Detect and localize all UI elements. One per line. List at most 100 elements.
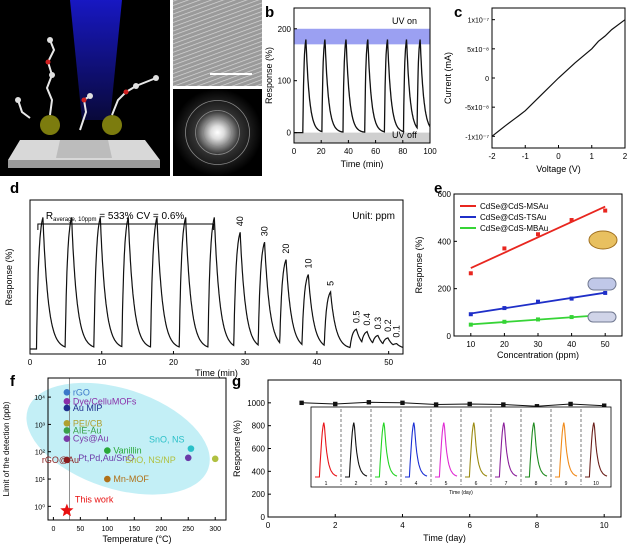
stability-point: [366, 400, 372, 405]
b-xtick-label: 80: [398, 147, 407, 156]
uv-off-band: [294, 132, 430, 143]
d-xtick-label: 50: [384, 358, 393, 367]
c-xtick-label: -1: [522, 152, 530, 161]
tem-image: [173, 0, 262, 86]
stability-point: [333, 401, 338, 407]
peak-label: 40: [235, 216, 245, 226]
c-ytick-label: -5x10⁻⁸: [465, 105, 489, 112]
inset-trace: [525, 422, 548, 478]
g-ylabel: Response (%): [232, 420, 242, 477]
stability-line: [301, 401, 605, 407]
stability-point: [433, 402, 439, 407]
stability-point: [501, 402, 506, 407]
legend-label-2: CdSe@CdS-MBAu: [480, 224, 548, 233]
f-xtick-label: 250: [182, 526, 194, 533]
data-point-2: [468, 322, 473, 327]
inset-xtick-label: 5: [445, 481, 448, 487]
data-point-0: [569, 218, 574, 223]
chart-b: 0 20 40 60 80 100 0 100 200 Time (min) Response (%…: [264, 7, 437, 169]
d-xtick-label: 30: [241, 358, 250, 367]
point-label: Vanillin: [113, 446, 141, 456]
data-point-2: [569, 315, 574, 320]
this-work-star: [60, 503, 74, 517]
data-point-0: [536, 232, 540, 237]
data-point: [63, 456, 71, 464]
d-xlabel: Time (min): [195, 368, 238, 378]
g-ytick-label: 200: [252, 490, 266, 499]
g-ytick-label: 400: [252, 467, 266, 476]
e-ytick-label: 0: [447, 332, 452, 341]
data-point: [63, 427, 71, 434]
c-xlabel: Voltage (V): [536, 164, 581, 174]
average-bracket: [37, 223, 215, 230]
g-xtick-label: 2: [333, 521, 338, 530]
panel-label-b: b: [265, 4, 275, 21]
inset-trace: [405, 422, 428, 478]
point-label: Pt,Pd,Au/SnO: [78, 453, 134, 463]
g-xtick-label: 8: [535, 521, 540, 530]
data-point: [104, 447, 111, 454]
peak-label: 20: [281, 244, 291, 254]
f-ylabel: Limit of the detection (ppb): [2, 401, 11, 496]
g-xtick-label: 10: [600, 521, 609, 530]
f-ytick-label: 10¹: [35, 477, 46, 484]
peak-label: 5: [326, 281, 336, 286]
inset-xlabel: Time (day): [449, 490, 473, 496]
e-ylabel: Response (%): [414, 236, 424, 293]
stability-point: [299, 400, 304, 406]
ms-au-illustration: [588, 230, 618, 250]
panel-label-c: c: [454, 4, 463, 21]
f-xtick-label: 0: [51, 526, 55, 533]
f-ytick-label: 10³: [35, 422, 46, 429]
c-ytick-label: 0: [485, 76, 489, 83]
f-xtick-label: 50: [76, 526, 84, 533]
f-ytick-label: 10⁴: [34, 395, 45, 402]
data-point-0: [502, 246, 507, 251]
uv-beam-shape: [70, 0, 122, 120]
d-ylabel: Response (%): [4, 248, 14, 305]
data-point: [187, 445, 195, 452]
inset-xtick-label: 1: [325, 481, 328, 487]
e-xtick-label: 50: [601, 340, 610, 349]
e-xtick-label: 30: [534, 340, 543, 349]
inset-xtick-label: 7: [505, 481, 508, 487]
diffraction-image: [173, 89, 262, 176]
e-xtick-label: 40: [567, 340, 576, 349]
f-xtick-label: 200: [155, 526, 167, 533]
e-xlabel: Concentration (ppm): [497, 350, 579, 360]
inset-xtick-label: 3: [385, 481, 388, 487]
e-xtick-label: 20: [500, 340, 509, 349]
g-xtick-label: 4: [400, 521, 405, 530]
inset-xtick-label: 8: [535, 481, 538, 487]
inset-trace: [585, 422, 608, 478]
f-ytick-label: 10⁰: [34, 503, 45, 511]
inset-trace: [345, 422, 368, 478]
g-xtick-label: 6: [467, 521, 472, 530]
c-ylabel: Current (mA): [443, 52, 453, 104]
stability-point: [534, 404, 540, 409]
panel-label-g: g: [232, 373, 242, 390]
plot-frame: [47, 377, 227, 521]
inset-xtick-label: 9: [565, 481, 568, 487]
response-curve: [294, 39, 431, 134]
panel-label-f: f: [10, 373, 15, 390]
c-ytick-label: 1x10⁻⁷: [468, 18, 490, 25]
this-work-label: This work: [75, 495, 114, 505]
legend-label-1: CdSe@CdS-TSAu: [480, 213, 546, 222]
inset-trace: [555, 422, 578, 478]
data-point-1: [569, 296, 574, 301]
point-label: rGO: [73, 387, 90, 397]
peak-label: 0.1: [392, 325, 402, 338]
b-xlabel: Time (min): [341, 159, 384, 169]
stability-point: [467, 401, 472, 407]
panel-label-e: e: [434, 180, 443, 197]
peak-label: 30: [260, 226, 270, 236]
point-label: Dye/CelluMOFs: [73, 396, 137, 406]
e-ytick-label: 400: [438, 237, 452, 246]
data-point: [104, 475, 111, 483]
panel-label-d: d: [10, 180, 20, 197]
f-xtick-label: 150: [128, 526, 140, 533]
region-ellipse: [26, 382, 210, 495]
uv-on-label: UV on: [392, 16, 417, 26]
data-point-1: [536, 299, 540, 304]
